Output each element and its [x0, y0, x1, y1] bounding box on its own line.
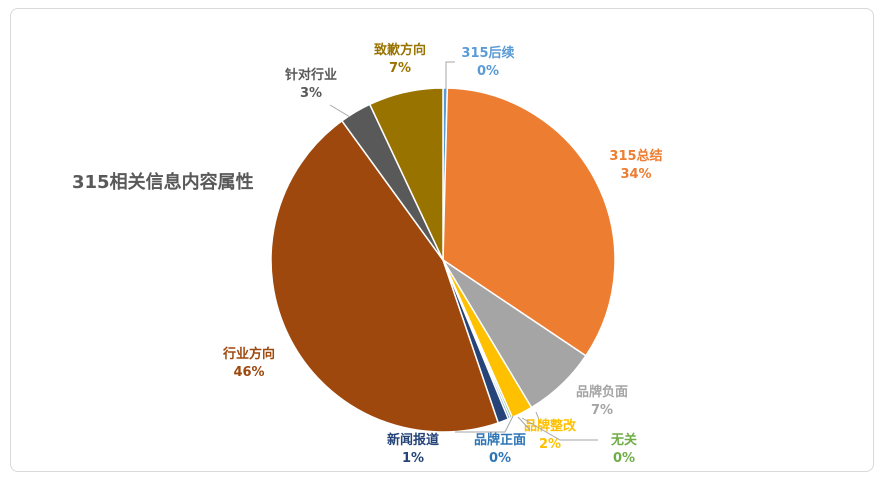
- slice-percent-10: 7%: [389, 61, 411, 76]
- slice-percent-7: 1%: [402, 451, 424, 466]
- slice-percent-2: 34%: [620, 167, 651, 182]
- pie-slice-2: [442, 87, 616, 357]
- slice-label-6: 品牌正面: [474, 432, 526, 448]
- slice-percent-1: 0%: [477, 64, 499, 79]
- slice-percent-6: 0%: [489, 451, 511, 466]
- slice-label-4: 品牌整改: [524, 418, 577, 434]
- slice-label-1: 315后续: [461, 45, 514, 61]
- slice-label-8: 行业方向: [222, 346, 275, 362]
- leader-line-4: [535, 411, 541, 423]
- slice-label-5: 无关: [610, 432, 637, 448]
- leader-line-6: [517, 416, 531, 431]
- slice-label-2: 315总结: [609, 148, 662, 164]
- slice-label-9: 针对行业: [284, 67, 337, 83]
- pie-slice-10: [368, 87, 444, 261]
- slice-percent-4: 2%: [539, 437, 561, 452]
- leader-line-7: [455, 415, 514, 433]
- slice-percent-3: 7%: [591, 403, 613, 418]
- chart-title: 315相关信息内容属性: [72, 172, 254, 193]
- slice-percent-8: 46%: [233, 365, 264, 380]
- leader-line-9: [329, 104, 351, 118]
- slice-label-10: 致歉方向: [374, 42, 426, 58]
- slice-percent-5: 0%: [613, 451, 635, 466]
- slice-label-3: 品牌负面: [576, 384, 628, 400]
- leader-line-5: [521, 417, 598, 441]
- slice-label-7: 新闻报道: [387, 432, 439, 448]
- pie-slice-8: [270, 119, 500, 433]
- leader-line-1: [445, 61, 455, 89]
- slice-percent-9: 3%: [300, 86, 322, 101]
